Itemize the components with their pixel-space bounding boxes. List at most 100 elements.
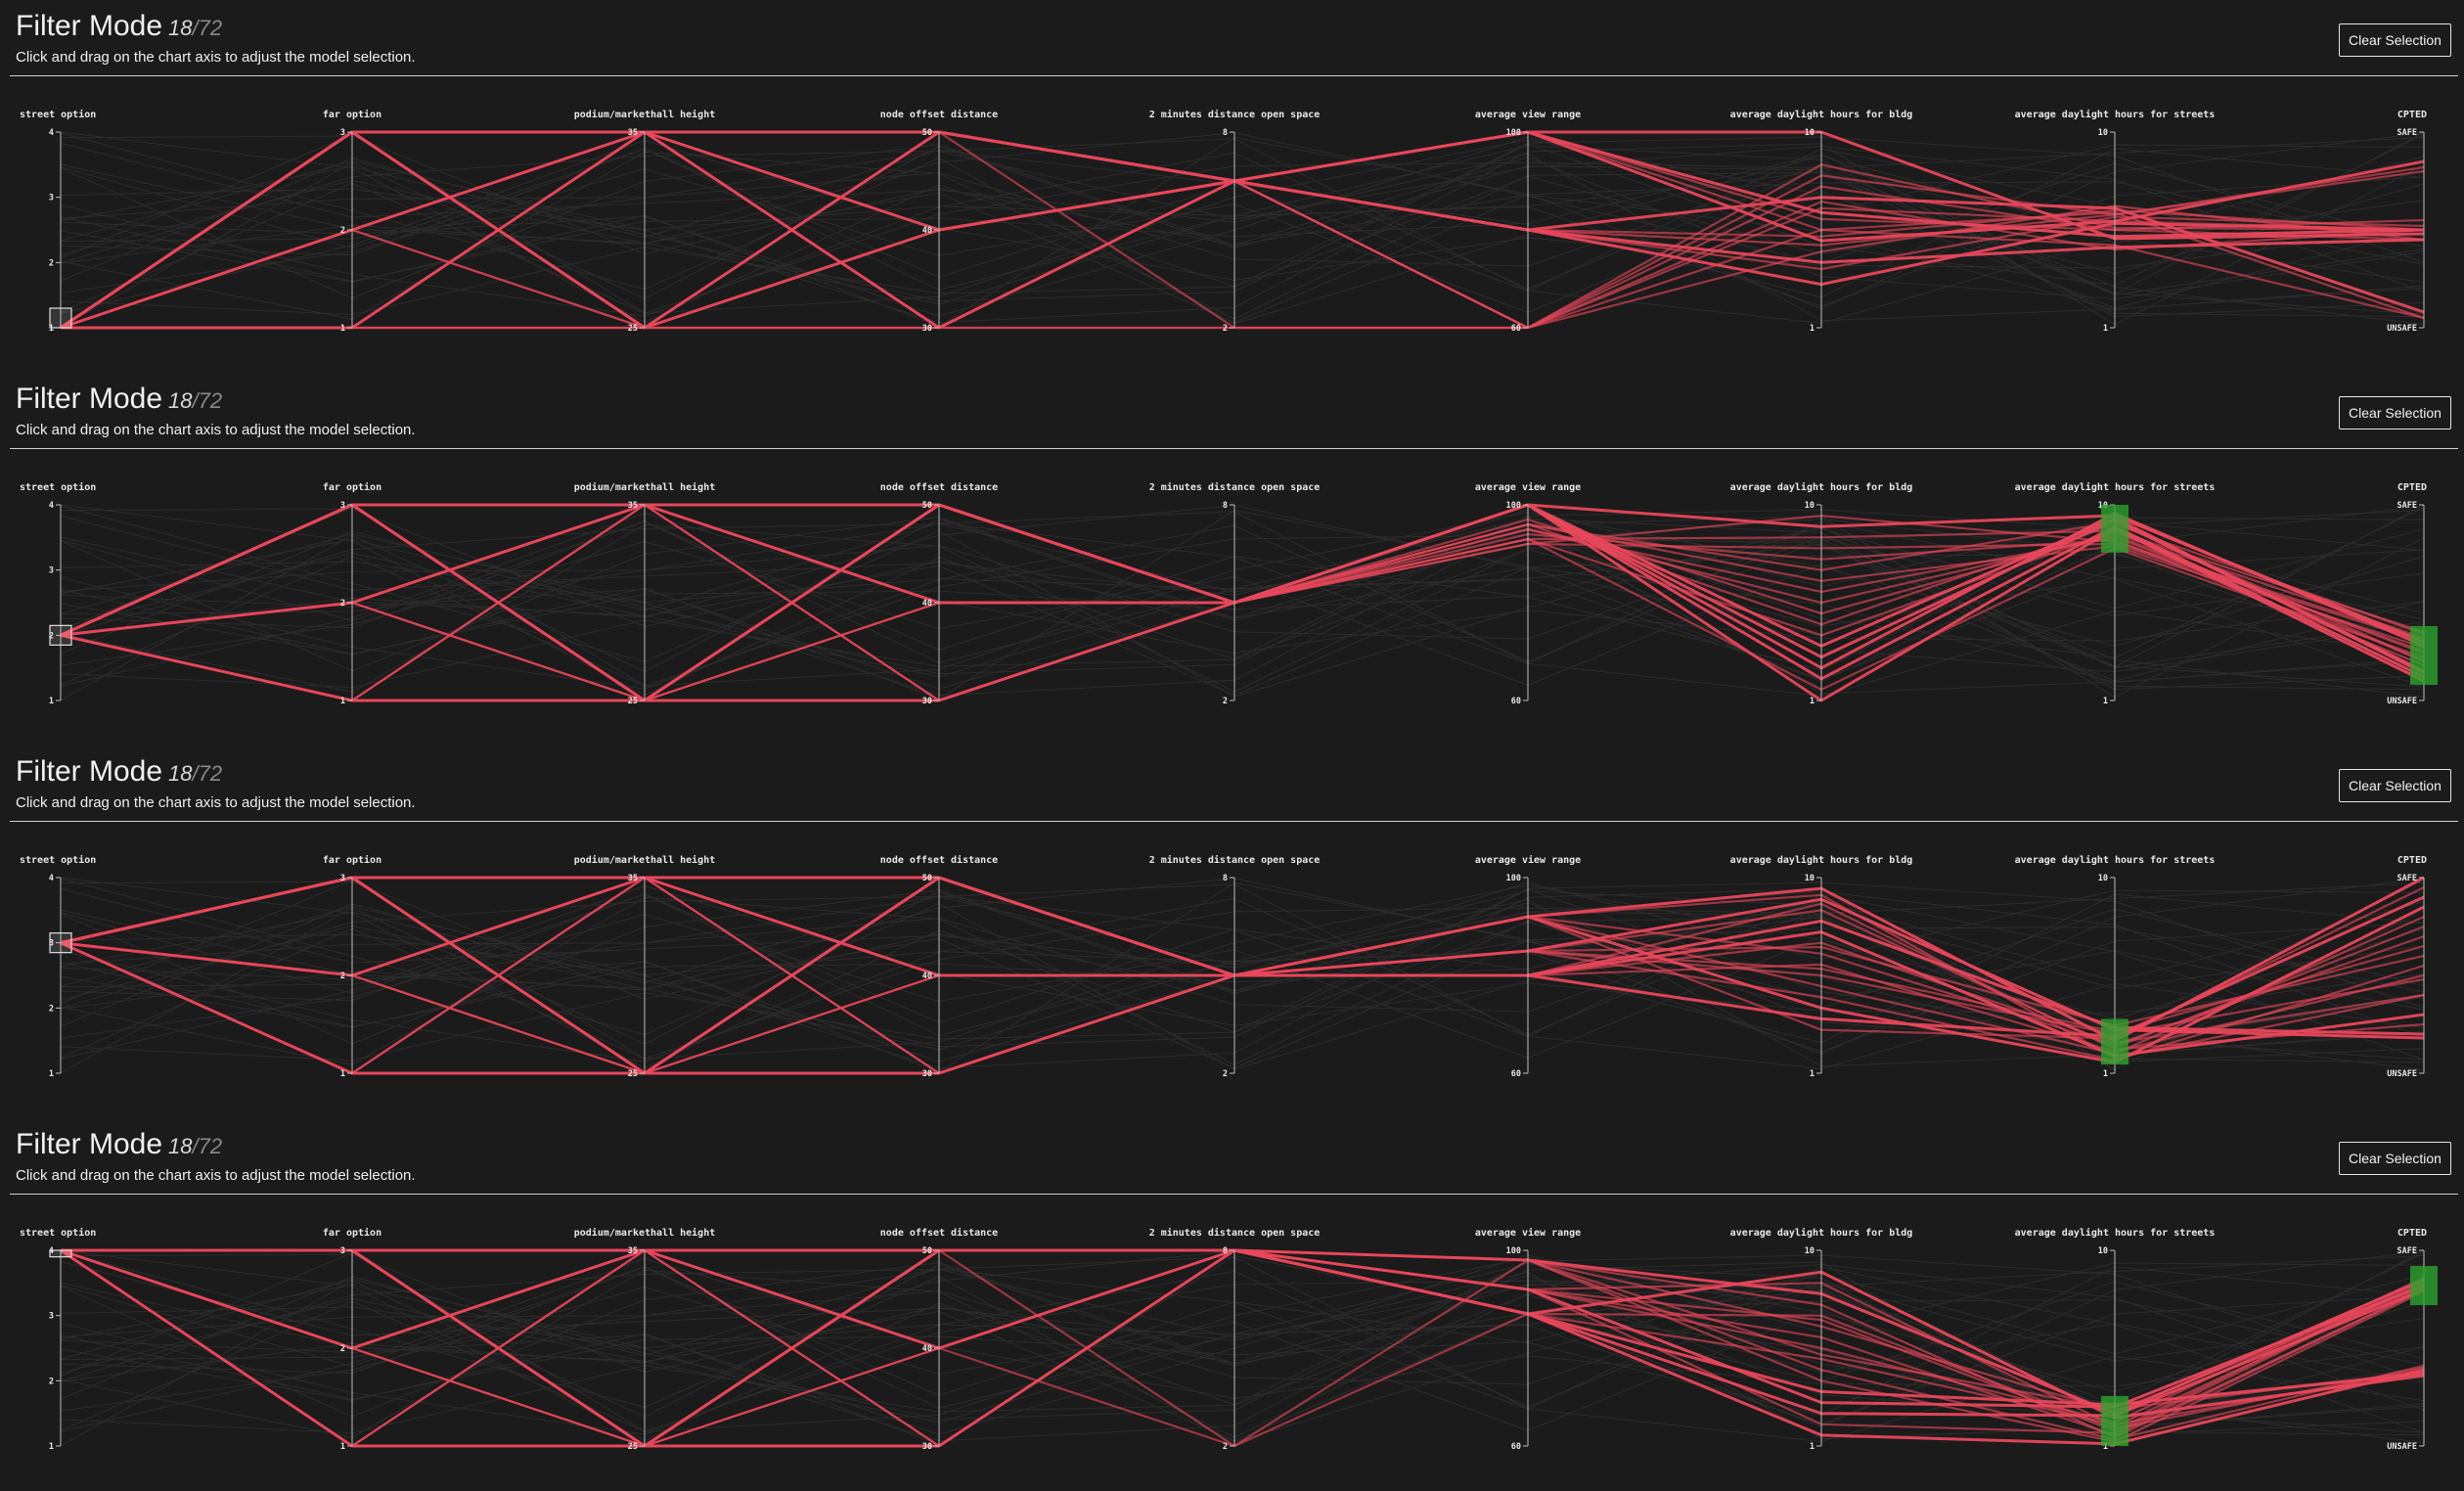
axis-bldg[interactable]: average daylight hours for bldg 1 10 — [1730, 1227, 1913, 1452]
axis-brush[interactable] — [2101, 505, 2128, 553]
axis-podium[interactable]: podium/markethall height 25 35 — [574, 854, 716, 1079]
tick-label: UNSAFE — [2387, 1069, 2417, 1079]
instruction-text: Click and drag on the chart axis to adju… — [16, 1167, 416, 1184]
axis-title: street option — [20, 481, 96, 493]
tick-label: 1 — [1810, 697, 1814, 706]
axis-streets[interactable]: average daylight hours for streets 1 10 — [2015, 109, 2216, 334]
axis-brush[interactable] — [2101, 1395, 2128, 1446]
tick-label: 1 — [2103, 697, 2108, 706]
axis-cpted[interactable]: CPTED UNSAFE SAFE — [2387, 110, 2427, 334]
context-line — [60, 151, 2425, 320]
axis-podium[interactable]: podium/markethall height 25 35 — [574, 1227, 716, 1452]
axis-brush[interactable] — [49, 624, 72, 646]
axis-brush[interactable] — [49, 307, 72, 329]
axis-title: podium/markethall height — [574, 1227, 716, 1239]
axis-title: node offset distance — [880, 1227, 998, 1239]
parallel-coordinates-chart[interactable]: street option 1 2 3 4 far option 1 2 3 podium/mar… — [0, 843, 2464, 1107]
tick-label: 8 — [1223, 128, 1228, 138]
panel-title: Filter Mode 18/72 — [16, 1128, 222, 1161]
tick-label: 100 — [1506, 501, 1521, 511]
axis-far[interactable]: far option 1 2 3 — [323, 109, 381, 334]
axis-openspace[interactable]: 2 minutes distance open space 2 8 — [1149, 481, 1321, 706]
instruction-text: Click and drag on the chart axis to adju… — [16, 422, 416, 438]
context-line — [60, 1263, 2425, 1411]
axis-bldg[interactable]: average daylight hours for bldg 1 10 — [1730, 109, 1913, 334]
axis-title: 2 minutes distance open space — [1149, 854, 1321, 866]
tick-label: 50 — [922, 501, 932, 511]
axis-openspace[interactable]: 2 minutes distance open space 2 8 — [1149, 109, 1321, 334]
axis-brush[interactable] — [2101, 1018, 2128, 1065]
axis-title: node offset distance — [880, 854, 998, 866]
axis-brush[interactable] — [2410, 626, 2438, 685]
axis-view[interactable]: average view range 60 100 — [1475, 481, 1581, 706]
axis-far[interactable]: far option 1 2 3 — [323, 481, 381, 706]
axis-far[interactable]: far option 1 2 3 — [323, 854, 381, 1079]
axis-title: street option — [20, 854, 96, 866]
tick-label: 60 — [1511, 697, 1521, 706]
tick-label: 1 — [340, 1069, 345, 1079]
tick-label: 2 — [1223, 324, 1228, 334]
instruction-text: Click and drag on the chart axis to adju… — [16, 794, 416, 811]
axis-openspace[interactable]: 2 minutes distance open space 2 8 — [1149, 1227, 1321, 1452]
tick-label: 2 — [340, 971, 345, 981]
panel-title: Filter Mode 18/72 — [16, 10, 222, 43]
panel-title-text: Filter Mode — [16, 755, 163, 788]
axis-title: average daylight hours for streets — [2015, 481, 2216, 493]
selection-count-selected: 18 — [168, 388, 193, 413]
clear-selection-button[interactable]: Clear Selection — [2339, 769, 2451, 802]
axis-title: average view range — [1475, 854, 1581, 866]
selection-count-total: /72 — [192, 388, 223, 413]
axis-brush[interactable] — [2410, 1266, 2438, 1305]
clear-selection-button[interactable]: Clear Selection — [2339, 23, 2451, 57]
clear-selection-button[interactable]: Clear Selection — [2339, 1142, 2451, 1175]
axis-title: node offset distance — [880, 481, 998, 493]
tick-label: 100 — [1506, 128, 1521, 138]
axis-street[interactable]: street option 1 2 3 4 — [20, 109, 96, 334]
tick-label: 8 — [1223, 1246, 1228, 1256]
tick-label: 4 — [49, 874, 54, 883]
tick-label: 1 — [2103, 1442, 2108, 1452]
panel-title-text: Filter Mode — [16, 383, 163, 415]
clear-selection-button[interactable]: Clear Selection — [2339, 396, 2451, 429]
selection-count-total: /72 — [192, 16, 223, 40]
tick-label: 1 — [49, 697, 54, 706]
parallel-coordinates-chart[interactable]: street option 1 2 3 4 far option 1 2 3 podium/mar… — [0, 98, 2464, 362]
parallel-coordinates-chart[interactable]: street option 1 2 3 4 far option 1 2 3 podium/mar… — [0, 471, 2464, 735]
axis-bldg[interactable]: average daylight hours for bldg 1 10 — [1730, 854, 1913, 1079]
tick-label: 40 — [922, 1344, 932, 1354]
axis-podium[interactable]: podium/markethall height 25 35 — [574, 481, 716, 706]
axis-far[interactable]: far option 1 2 3 — [323, 1227, 381, 1452]
axis-openspace[interactable]: 2 minutes distance open space 2 8 — [1149, 854, 1321, 1079]
header-divider — [10, 1194, 2458, 1195]
axis-street[interactable]: street option 1 2 3 4 — [20, 481, 96, 706]
tick-label: 3 — [340, 501, 345, 511]
axis-offset[interactable]: node offset distance 30 40 50 — [880, 854, 998, 1079]
axis-podium[interactable]: podium/markethall height 25 35 — [574, 109, 716, 334]
tick-label: 1 — [340, 1442, 345, 1452]
parallel-coordinates-chart[interactable]: street option 1 2 3 4 far option 1 2 3 podium/mar… — [0, 1216, 2464, 1480]
axis-offset[interactable]: node offset distance 30 40 50 — [880, 481, 998, 706]
tick-label: SAFE — [2397, 874, 2417, 883]
tick-label: 10 — [2098, 128, 2108, 138]
axis-brush[interactable] — [49, 1249, 72, 1258]
axis-offset[interactable]: node offset distance 30 40 50 — [880, 109, 998, 334]
panel-title-text: Filter Mode — [16, 10, 163, 42]
axis-view[interactable]: average view range 60 100 — [1475, 854, 1581, 1079]
axis-street[interactable]: street option 1 2 3 4 — [20, 854, 96, 1079]
axis-view[interactable]: average view range 60 100 — [1475, 109, 1581, 334]
axis-offset[interactable]: node offset distance 30 40 50 — [880, 1227, 998, 1452]
axis-cpted[interactable]: CPTED UNSAFE SAFE — [2387, 855, 2427, 1079]
tick-label: 30 — [922, 1069, 932, 1079]
axis-street[interactable]: street option 1 2 3 4 — [20, 1227, 96, 1452]
tick-label: 1 — [2103, 324, 2108, 334]
axis-view[interactable]: average view range 60 100 — [1475, 1227, 1581, 1452]
axis-bldg[interactable]: average daylight hours for bldg 1 10 — [1730, 481, 1913, 706]
selection-count-total: /72 — [192, 1134, 223, 1158]
axis-title: average view range — [1475, 109, 1581, 120]
tick-label: 50 — [922, 128, 932, 138]
tick-label: 2 — [340, 599, 345, 609]
axis-brush[interactable] — [49, 932, 72, 954]
panel-title-text: Filter Mode — [16, 1128, 163, 1160]
filter-panel-2: Filter Mode 18/72 Click and drag on the c… — [0, 373, 2464, 746]
